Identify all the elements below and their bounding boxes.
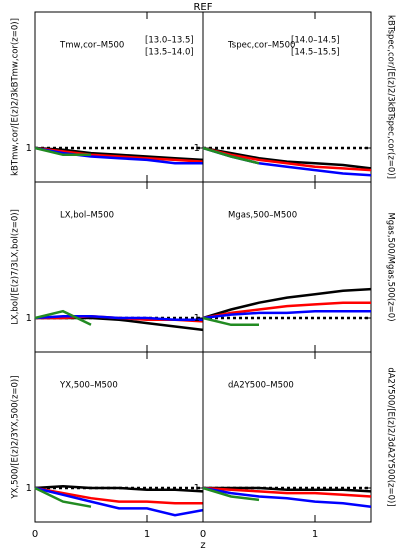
series-line [34, 309, 92, 326]
panel-frame [202, 351, 372, 523]
series-line [34, 486, 203, 505]
x-tick-label: 0 [32, 529, 38, 540]
y-axis-label: kBTmw,cor/[E(z)2/3kBTmw,cor(z=0)] [11, 18, 21, 176]
y-axis-label: dA2Y500/[E(z)2/3dA2Y500(z=0)] [386, 367, 396, 506]
series-line [203, 486, 372, 493]
panel-title: YX,500–M500 [59, 381, 118, 391]
panel-title: Tspec,cor–M500 [227, 41, 295, 51]
series-line [34, 146, 204, 163]
y-axis-label: Mgas,500/Mgas,500(z=0) [386, 212, 396, 321]
series-line [34, 146, 204, 162]
series-line [34, 146, 91, 157]
series-line [202, 316, 259, 327]
series-line [202, 486, 260, 502]
legend-entry: [13.5–14.0] [145, 48, 194, 58]
series-line [202, 486, 372, 498]
panel-title: dA2Y500–M500 [228, 381, 294, 391]
y-tick-label: 1 [194, 483, 200, 494]
series-line [202, 486, 372, 508]
series-line [202, 146, 260, 165]
figure-title: REF [193, 2, 212, 13]
y-tick-label: 1 [26, 313, 32, 324]
series-line [202, 146, 372, 172]
y-tick-label: 1 [26, 143, 32, 154]
series-line [202, 309, 371, 320]
series-line [34, 146, 203, 165]
x-tick-label: 1 [312, 529, 318, 540]
panel-frame [34, 351, 204, 523]
legend-entry: [14.5–15.5] [291, 48, 340, 58]
panel-frame [202, 181, 372, 353]
series-line [34, 486, 92, 508]
series-line [202, 301, 371, 320]
legend-entry: [14.0–14.5] [291, 36, 340, 46]
panel-title: LX,bol–M500 [60, 211, 114, 221]
x-tick-label: 0 [200, 529, 206, 540]
y-axis-label: kBTspec,cor/[E(z)2/3kBTspec,cor(z=0)] [386, 15, 396, 179]
y-tick-label: 1 [26, 483, 32, 494]
y-tick-label: 1 [194, 313, 200, 324]
panel-title: Tmw,cor–M500 [59, 41, 124, 51]
y-axis-label: LX,bol/[E(z)7/3LX,bol(z=0)] [11, 209, 21, 325]
legend-entry: [13.0–13.5] [145, 36, 194, 46]
series-line [202, 146, 372, 170]
x-tick-label: 1 [144, 529, 150, 540]
series-line [34, 486, 204, 517]
series-line [34, 315, 203, 321]
y-axis-label: YX,500/[E(z)2/3YX,500(z=0)] [11, 375, 21, 499]
series-line [34, 485, 204, 493]
x-axis-label: z [200, 540, 205, 551]
panel-title: Mgas,500–M500 [228, 211, 297, 221]
series-line [202, 287, 372, 320]
y-tick-label: 1 [194, 143, 200, 154]
